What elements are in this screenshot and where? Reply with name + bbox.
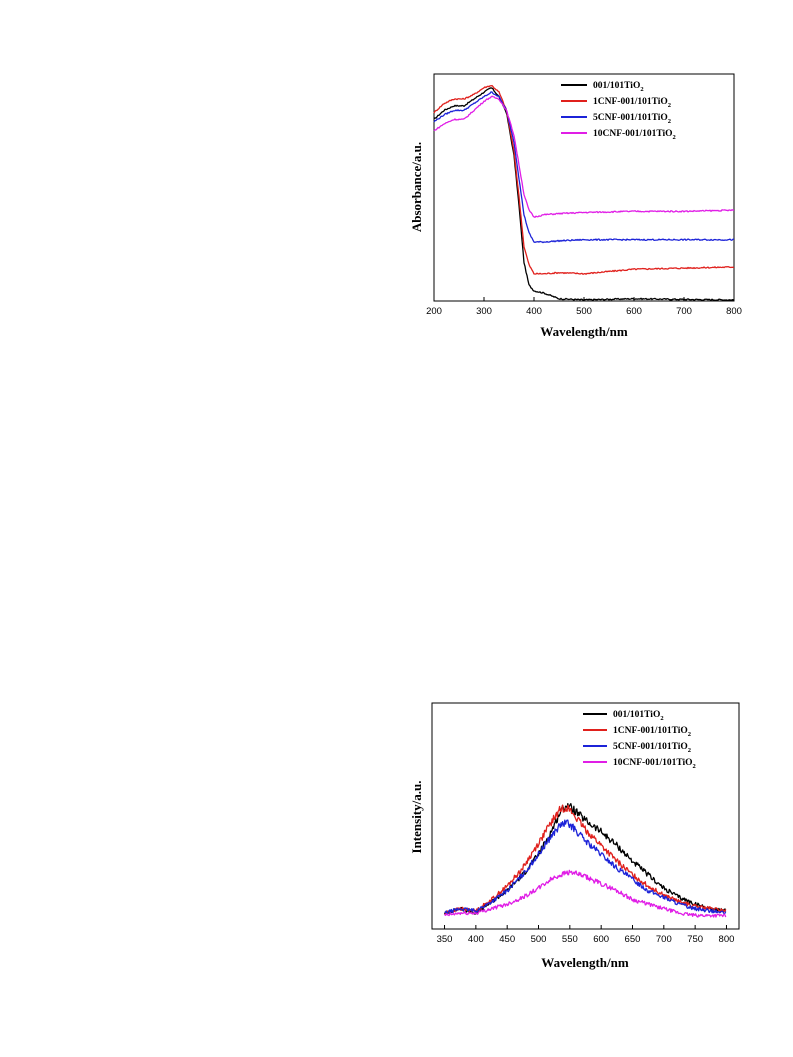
legend-label: 10CNF-001/101TiO2 [593,129,676,141]
legend-label-main: 10CNF-001/101TiO [613,758,693,768]
intensity-chart: 350 400 450 500 550 600 650 700 750 800 001/101Ti… [409,702,740,970]
x-tick-group: 350 400 450 500 550 600 650 700 750 800 [437,925,735,945]
x-tick-label: 800 [726,306,742,317]
legend-label-main: 001/101TiO [593,81,640,91]
legend-label: 5CNF-001/101TiO2 [593,113,671,125]
legend-label: 10CNF-001/101TiO2 [613,758,696,770]
x-axis-title: Wavelength/nm [541,955,629,970]
legend-label: 1CNF-001/101TiO2 [593,97,671,109]
series-line [443,804,727,915]
series-line [444,819,727,915]
series-line [433,95,735,218]
series-line-group [433,84,735,302]
legend-label-subscript: 2 [640,86,643,93]
legend-label: 5CNF-001/101TiO2 [613,742,691,754]
x-tick-label: 350 [437,934,453,945]
legend-label-main: 5CNF-001/101TiO [593,113,668,123]
y-axis-title: Intensity/a.u. [409,781,424,854]
x-tick-label: 600 [626,306,642,317]
legend-label-subscript: 2 [693,763,696,770]
plot-frame [433,73,735,302]
series-line [433,84,735,275]
series-line [443,802,727,915]
x-tick-label: 700 [656,934,672,945]
legend: 001/101TiO21CNF-001/101TiO25CNF-001/101T… [561,81,676,141]
absorbance-chart: 200 300 400 500 600 700 800 001/101TiO21CNF-00… [409,73,742,339]
legend-label: 001/101TiO2 [613,710,664,722]
legend-label: 001/101TiO2 [593,81,644,93]
legend-label-main: 1CNF-001/101TiO [613,726,688,736]
x-tick-label: 400 [526,306,542,317]
legend-label-subscript: 2 [688,731,691,738]
legend-label: 1CNF-001/101TiO2 [613,726,691,738]
series-line-group [443,802,727,918]
x-tick-label: 500 [576,306,592,317]
series-line [433,87,735,302]
legend-label-subscript: 2 [673,134,676,141]
series-line [443,869,727,918]
series-line [433,91,734,244]
x-tick-label: 550 [562,934,578,945]
x-tick-label: 450 [499,934,515,945]
legend-label-main: 001/101TiO [613,710,660,720]
legend-label-main: 10CNF-001/101TiO [593,129,673,139]
plot-frame [431,702,740,930]
x-tick-label: 800 [719,934,735,945]
legend-label-subscript: 2 [688,747,691,754]
x-tick-label: 300 [476,306,492,317]
x-axis-title: Wavelength/nm [540,324,628,339]
x-tick-label: 700 [676,306,692,317]
legend-label-main: 1CNF-001/101TiO [593,97,668,107]
legend: 001/101TiO21CNF-001/101TiO25CNF-001/101T… [583,710,696,770]
legend-label-main: 5CNF-001/101TiO [613,742,688,752]
y-axis-title: Absorbance/a.u. [409,142,424,232]
x-tick-label: 400 [468,934,484,945]
x-tick-label: 600 [593,934,609,945]
x-tick-group: 200 300 400 500 600 700 800 [426,297,742,317]
legend-label-subscript: 2 [668,118,671,125]
legend-label-subscript: 2 [668,102,671,109]
legend-label-subscript: 2 [660,715,663,722]
x-tick-label: 500 [531,934,547,945]
x-tick-label: 200 [426,306,442,317]
x-tick-label: 650 [625,934,641,945]
x-tick-label: 750 [687,934,703,945]
